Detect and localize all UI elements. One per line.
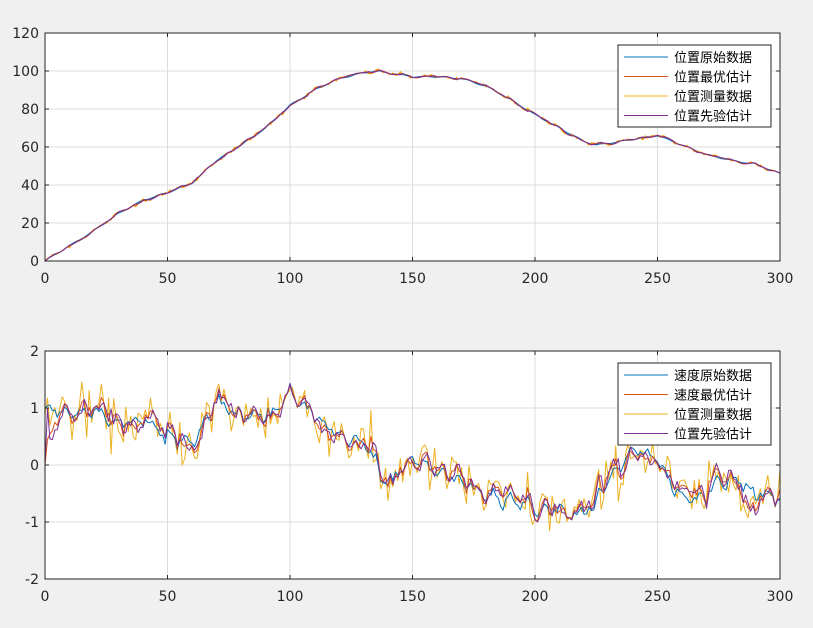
x-tick-label: 150 bbox=[399, 589, 426, 605]
legend-label: 位置先验估计 bbox=[674, 427, 752, 443]
x-tick-label: 50 bbox=[159, 271, 177, 287]
chart-panel-1: 0 50 100 150 200 250 300 0 20 40 60 80 100 120 位置原始数据位… bbox=[12, 26, 793, 287]
x-tick-label: 200 bbox=[522, 589, 549, 605]
x-tick-label: 250 bbox=[644, 271, 671, 287]
x-tick-label: 50 bbox=[159, 589, 177, 605]
legend-label: 位置原始数据 bbox=[674, 51, 752, 66]
legend-box bbox=[617, 362, 772, 446]
y-tick-label: 100 bbox=[12, 64, 39, 80]
x-tick-label: 100 bbox=[277, 271, 304, 287]
x-tick-label: 200 bbox=[522, 271, 549, 287]
x-tick-label: 150 bbox=[399, 271, 426, 287]
y-tick-label: -2 bbox=[25, 572, 39, 588]
x-tick-label: 300 bbox=[767, 271, 794, 287]
y-tick-label: 20 bbox=[21, 216, 39, 232]
series-lines bbox=[45, 381, 780, 532]
series-lines bbox=[45, 68, 780, 261]
series-line-1 bbox=[45, 382, 780, 521]
legend-label: 速度原始数据 bbox=[674, 368, 752, 384]
y-tick-label: 1 bbox=[30, 401, 39, 417]
y-tick-label: 120 bbox=[12, 26, 39, 42]
y-tick-label: 0 bbox=[30, 458, 39, 474]
legend-label: 位置测量数据 bbox=[674, 90, 752, 105]
y-tick-label: 80 bbox=[21, 102, 39, 118]
series-line-4 bbox=[45, 69, 780, 261]
x-tick-label: 0 bbox=[41, 589, 50, 605]
x-tick-label: 0 bbox=[41, 271, 50, 287]
y-tick-label: 0 bbox=[30, 254, 39, 270]
legend-label: 位置最优估计 bbox=[674, 71, 752, 86]
series-line-4 bbox=[45, 383, 780, 523]
x-tick-label: 250 bbox=[644, 589, 671, 605]
y-tick-label: 60 bbox=[21, 140, 39, 156]
y-tick-label: 2 bbox=[30, 344, 39, 360]
legend-label: 速度最优估计 bbox=[674, 388, 752, 404]
legend-label: 位置先验估计 bbox=[674, 109, 752, 125]
y-tick-label: 40 bbox=[21, 178, 39, 194]
legend-box bbox=[617, 44, 772, 128]
legend-label: 位置测量数据 bbox=[674, 408, 752, 423]
y-tick-label: -1 bbox=[25, 515, 39, 531]
chart-panel-2: 0 50 100 150 200 250 300 -2 -1 0 1 2 速度原始数据速度最优估计位置测… bbox=[25, 344, 793, 605]
x-tick-label: 300 bbox=[767, 589, 794, 605]
x-tick-label: 100 bbox=[277, 589, 304, 605]
